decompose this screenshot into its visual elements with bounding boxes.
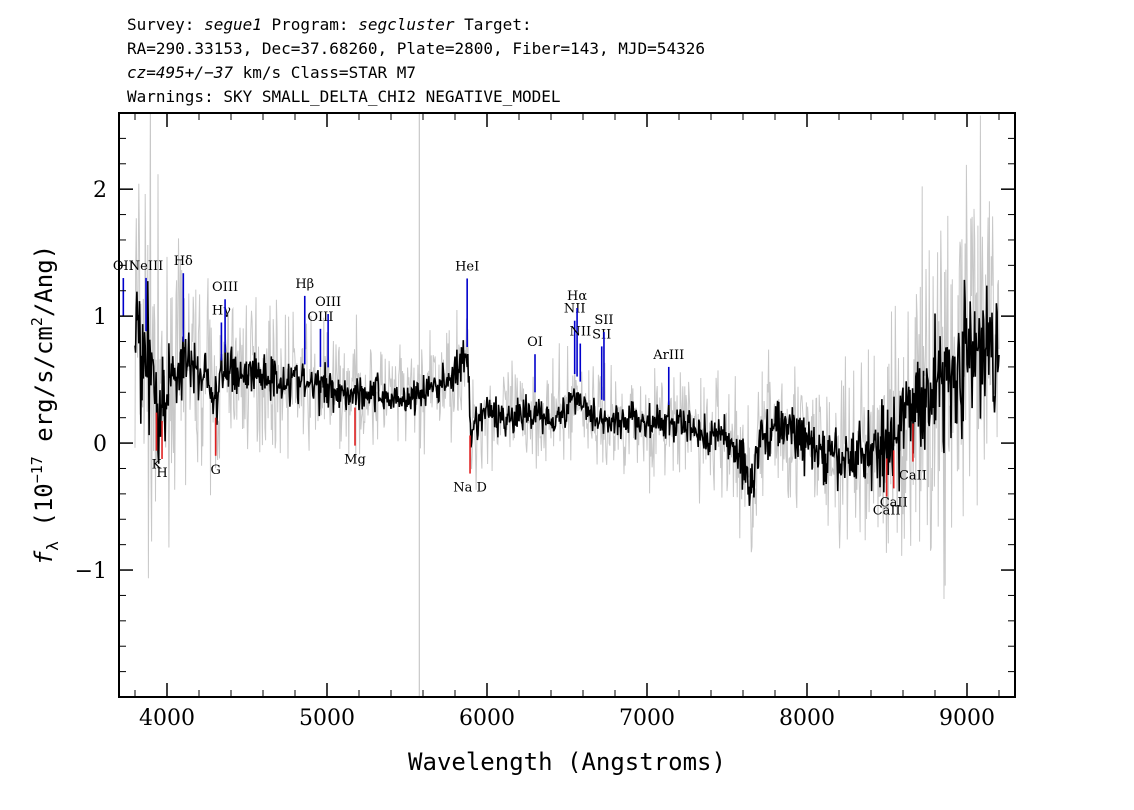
emission-line-label: OIII bbox=[307, 310, 333, 325]
x-tick-label: 6000 bbox=[459, 706, 515, 731]
emission-line-label: NII bbox=[564, 302, 586, 317]
emission-line-label: ArIII bbox=[652, 348, 684, 363]
x-tick-label: 8000 bbox=[779, 706, 835, 731]
spectrum-series bbox=[134, 279, 1000, 506]
absorption-line-label: CaII bbox=[880, 495, 908, 510]
absorption-line-label: G bbox=[210, 463, 220, 478]
header: Survey: segue1 Program: segcluster Targe… bbox=[127, 15, 705, 106]
header-line-3: cz=495+/−37 km/s Class=STAR M7 bbox=[127, 63, 416, 82]
emission-line-label: NeIII bbox=[129, 259, 163, 274]
emission-line-label: Hδ bbox=[174, 254, 193, 269]
emission-line-label: Hα bbox=[567, 289, 587, 304]
emission-line-label: NII bbox=[569, 325, 591, 340]
emission-line-label: HeI bbox=[455, 259, 479, 274]
header-line-2: RA=290.33153, Dec=37.68260, Plate=2800, … bbox=[127, 39, 705, 58]
absorption-line-label: Na D bbox=[453, 481, 487, 496]
x-tick-label: 9000 bbox=[939, 706, 995, 731]
plot-area bbox=[134, 113, 1000, 697]
y-tick-label: 1 bbox=[93, 305, 107, 330]
plot-frame bbox=[118, 112, 1016, 698]
y-axis-label: fλ (10−17 erg/s/cm2/Ang) bbox=[28, 245, 62, 565]
y-tick-label: 0 bbox=[93, 432, 107, 457]
emission-line-label: OI bbox=[527, 335, 543, 350]
absorption-line-label: Mg bbox=[344, 453, 366, 468]
emission-line-label: SII bbox=[594, 313, 613, 328]
emission-line-label: SII bbox=[592, 327, 611, 342]
x-tick-label: 5000 bbox=[299, 706, 355, 731]
emission-line-label: OIII bbox=[212, 280, 238, 295]
header-line-1: Survey: segue1 Program: segcluster Targe… bbox=[127, 15, 532, 34]
error-series bbox=[134, 113, 1000, 600]
axes: 4000 5000 6000 7000 8000 9000 −1 0 1 2 bbox=[75, 112, 1015, 731]
emission-line-label: OIII bbox=[315, 295, 341, 310]
emission-line-label: Hγ bbox=[212, 303, 231, 318]
header-line-4: Warnings: SKY SMALL_DELTA_CHI2 NEGATIVE_… bbox=[127, 87, 560, 106]
absorption-line-label: H bbox=[156, 466, 167, 481]
absorption-line-label: CaII bbox=[899, 469, 927, 484]
emission-line-label: Hβ bbox=[295, 277, 314, 292]
absorption-line-label: CaII bbox=[873, 504, 901, 519]
x-tick-label: 4000 bbox=[139, 706, 195, 731]
x-tick-label: 7000 bbox=[619, 706, 675, 731]
y-tick-label: 2 bbox=[93, 178, 107, 203]
y-tick-label: −1 bbox=[75, 559, 107, 584]
absorption-line-label: K bbox=[152, 458, 162, 473]
x-axis-label: Wavelength (Angstroms) bbox=[408, 748, 726, 776]
